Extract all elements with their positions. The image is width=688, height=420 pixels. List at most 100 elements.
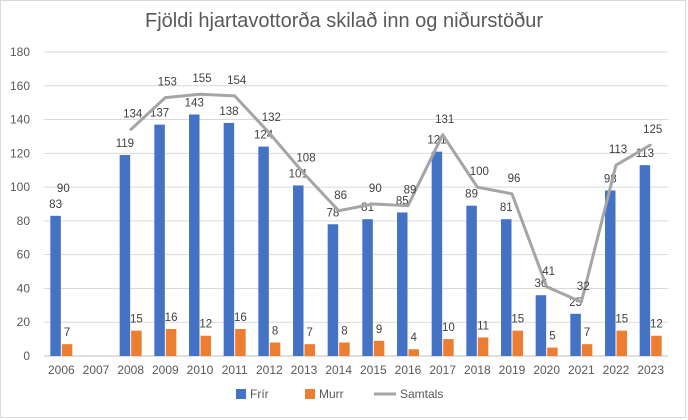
data-label-murr: 7 xyxy=(64,327,70,339)
data-label-samtals: 32 xyxy=(577,281,590,293)
bar-frir xyxy=(397,212,408,356)
x-tick-label: 2006 xyxy=(48,363,75,377)
bar-murr xyxy=(131,330,142,356)
legend-label-murr: Murr xyxy=(319,387,344,401)
x-tick-label: 2011 xyxy=(222,363,248,377)
bar-murr xyxy=(269,342,281,356)
bar-frir xyxy=(362,219,373,356)
data-label-murr: 15 xyxy=(130,314,143,326)
x-tick-label: 2014 xyxy=(325,363,352,377)
x-tick-label: 2010 xyxy=(187,363,214,377)
bar-frir xyxy=(258,146,269,356)
y-tick-label: 40 xyxy=(17,281,31,295)
bar-frir xyxy=(431,151,443,356)
data-label-samtals: 155 xyxy=(192,73,211,85)
bar-murr xyxy=(616,330,627,356)
x-tick-label: 2021 xyxy=(568,363,595,377)
x-tick-label: 2017 xyxy=(429,363,456,377)
bar-frir xyxy=(119,155,131,356)
x-tick-label: 2008 xyxy=(117,363,144,377)
data-label-samtals: 153 xyxy=(158,77,177,89)
data-label-frir: 119 xyxy=(116,138,134,150)
legend-swatch-murr xyxy=(305,389,315,399)
data-label-murr: 15 xyxy=(615,314,628,326)
data-label-murr: 7 xyxy=(307,327,313,339)
point-samtals xyxy=(337,209,340,212)
data-label-samtals: 90 xyxy=(369,183,382,195)
point-samtals xyxy=(406,204,410,207)
data-label-samtals: 100 xyxy=(470,166,489,178)
data-label-murr: 8 xyxy=(272,325,278,337)
bar-murr xyxy=(165,328,177,356)
bar-murr xyxy=(339,342,350,356)
x-tick-label: 2019 xyxy=(499,363,526,377)
y-tick-label: 140 xyxy=(10,113,30,127)
bar-frir xyxy=(466,205,477,356)
point-samtals xyxy=(164,96,167,99)
legend-swatch-frir xyxy=(236,389,246,399)
x-tick-label: 2013 xyxy=(291,363,318,377)
data-label-murr: 4 xyxy=(411,332,418,344)
bar-frir xyxy=(535,295,547,356)
bar-murr xyxy=(200,335,211,356)
data-label-murr: 7 xyxy=(584,327,590,339)
data-label-murr: 9 xyxy=(376,324,382,336)
y-tick-label: 120 xyxy=(10,146,30,160)
bar-frir xyxy=(327,224,339,356)
bar-murr xyxy=(443,339,454,356)
data-label-samtals: 154 xyxy=(227,75,247,87)
y-tick-label: 160 xyxy=(10,79,30,93)
y-tick-label: 20 xyxy=(17,315,31,329)
data-label-samtals: 89 xyxy=(404,185,417,197)
data-label-murr: 12 xyxy=(650,319,663,331)
legend-label-frir: Frír xyxy=(250,387,269,401)
bar-frir xyxy=(605,190,616,356)
data-label-samtals: 90 xyxy=(57,183,70,195)
data-label-murr: 16 xyxy=(234,312,247,324)
y-tick-label: 80 xyxy=(17,214,31,228)
x-tick-label: 2018 xyxy=(464,363,491,377)
bar-murr xyxy=(651,335,662,356)
data-label-murr: 15 xyxy=(511,314,524,326)
bar-murr xyxy=(547,347,558,356)
x-tick-label: 2022 xyxy=(603,363,630,377)
data-label-samtals: 96 xyxy=(508,173,521,185)
bar-frir xyxy=(154,124,165,356)
data-label-frir: 138 xyxy=(219,106,238,118)
point-samtals xyxy=(649,143,652,147)
bar-frir xyxy=(189,114,200,356)
bar-frir xyxy=(293,185,304,356)
point-samtals xyxy=(580,300,583,304)
legend-label-samtals: Samtals xyxy=(400,387,443,401)
y-tick-label: 60 xyxy=(17,248,31,262)
bar-murr xyxy=(408,349,419,356)
point-samtals xyxy=(545,285,548,288)
data-label-murr: 8 xyxy=(341,325,347,337)
point-samtals xyxy=(268,131,271,135)
point-samtals xyxy=(510,192,514,196)
point-samtals xyxy=(233,94,236,98)
data-label-samtals: 134 xyxy=(123,109,143,121)
data-label-samtals: 132 xyxy=(262,112,281,124)
data-label-murr: 12 xyxy=(199,319,212,331)
data-label-frir: 83 xyxy=(49,199,62,211)
data-label-frir: 143 xyxy=(185,97,204,109)
x-tick-label: 2015 xyxy=(360,363,387,377)
data-label-samtals: 125 xyxy=(643,124,662,136)
y-tick-label: 0 xyxy=(23,349,30,363)
point-samtals xyxy=(302,172,306,175)
data-label-samtals: 113 xyxy=(609,144,627,156)
bar-frir xyxy=(501,219,512,356)
point-samtals xyxy=(614,163,618,167)
bar-frir xyxy=(639,165,651,356)
x-tick-label: 2007 xyxy=(83,363,110,377)
point-samtals xyxy=(441,133,444,136)
x-tick-label: 2023 xyxy=(637,363,664,377)
bar-frir xyxy=(223,122,235,356)
data-label-samtals: 108 xyxy=(296,153,315,165)
bar-frir xyxy=(570,313,581,356)
bar-murr xyxy=(61,344,73,356)
bar-frir xyxy=(50,215,61,356)
data-label-murr: 11 xyxy=(477,320,489,332)
